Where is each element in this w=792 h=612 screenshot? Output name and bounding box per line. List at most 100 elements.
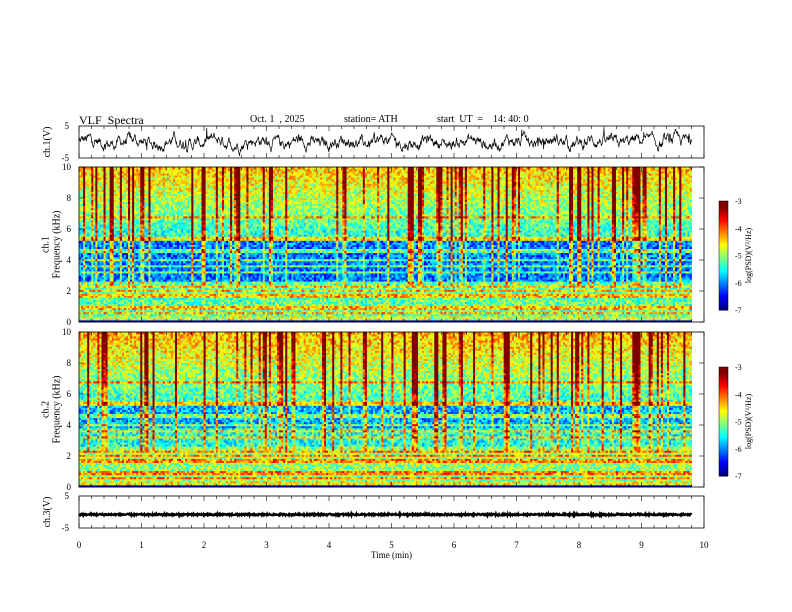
spectrogram-cell bbox=[424, 311, 427, 315]
spectrogram-cell bbox=[158, 315, 162, 319]
spectrogram-cell bbox=[183, 319, 186, 323]
spectrogram-cell bbox=[283, 315, 286, 319]
spectrogram-cell bbox=[91, 319, 94, 323]
spectrogram-cell bbox=[599, 317, 603, 321]
spectrogram-cell bbox=[407, 315, 411, 319]
spectrogram-cell bbox=[517, 315, 521, 319]
spectrogram-cell bbox=[236, 313, 239, 317]
spectrogram-cell bbox=[121, 319, 125, 323]
spectrogram-cell bbox=[507, 313, 511, 317]
spectrogram-cell bbox=[466, 313, 470, 317]
spectrogram-cell bbox=[89, 313, 92, 317]
spectrogram-cell bbox=[387, 313, 390, 317]
spectrogram-cell bbox=[460, 319, 464, 323]
spectrogram-cell bbox=[117, 311, 121, 315]
spectrogram-cell bbox=[466, 315, 470, 319]
spectrogram-cell bbox=[393, 317, 396, 321]
spectrogram-cell bbox=[419, 313, 423, 317]
spectrogram-cell bbox=[295, 313, 298, 317]
spectrogram-cell bbox=[458, 319, 462, 323]
spectrogram-cell bbox=[350, 317, 353, 321]
spectrogram-cell bbox=[95, 313, 98, 317]
spectrogram-cell bbox=[646, 311, 650, 315]
spectrogram-cell bbox=[189, 319, 192, 323]
spectrogram-cell bbox=[185, 319, 188, 323]
spectrogram-cell bbox=[409, 315, 413, 319]
spectrogram-cell bbox=[475, 319, 478, 323]
spectrogram-cell bbox=[111, 313, 115, 317]
spectrogram-cell bbox=[456, 319, 460, 323]
spectrogram-cell bbox=[377, 313, 380, 317]
spectrogram-cell bbox=[307, 313, 311, 317]
spectrogram-cell bbox=[660, 313, 664, 317]
spectrogram-cell bbox=[450, 319, 454, 323]
spectrogram-cell bbox=[232, 317, 235, 321]
spectrogram-cell bbox=[393, 313, 396, 317]
spectrogram-cell bbox=[313, 319, 317, 323]
spectrogram-cell bbox=[115, 311, 119, 315]
spectrogram-cell bbox=[201, 313, 204, 317]
spectrogram-cell bbox=[293, 311, 296, 315]
spectrogram-cell bbox=[468, 317, 472, 321]
spectrogram-cell bbox=[142, 311, 145, 315]
spectrogram-cell bbox=[111, 317, 115, 321]
spectrogram-cell bbox=[609, 317, 613, 321]
spectrogram-cell bbox=[442, 319, 445, 323]
spectrogram-cell bbox=[260, 317, 264, 321]
spectrogram-cell bbox=[679, 313, 682, 317]
spectrogram-cell bbox=[471, 319, 474, 323]
spectrogram-cell bbox=[275, 317, 278, 321]
spectrogram-cell bbox=[609, 319, 613, 323]
spectrogram-cell bbox=[542, 311, 545, 315]
spectrogram-cell bbox=[656, 315, 660, 319]
spectrogram-cell bbox=[289, 317, 292, 321]
spectrogram-cell bbox=[99, 317, 102, 321]
spectrogram-cell bbox=[103, 317, 106, 321]
spectrogram-cell bbox=[215, 315, 219, 319]
spectrogram-cell bbox=[513, 311, 517, 315]
spectrogram-cell bbox=[434, 313, 437, 317]
spectrogram-cell bbox=[283, 319, 286, 323]
spectrogram-cell bbox=[683, 317, 686, 321]
spectrogram-cell bbox=[520, 315, 523, 319]
spectrogram-cell bbox=[174, 317, 178, 321]
spectrogram-cell bbox=[438, 319, 441, 323]
spectrogram-cell bbox=[481, 315, 484, 319]
spectrogram-cell bbox=[226, 319, 229, 323]
spectrogram-cell bbox=[170, 313, 174, 317]
spectrogram-cell bbox=[232, 311, 235, 315]
spectrogram-cell bbox=[483, 319, 486, 323]
spectrogram-cell bbox=[583, 319, 586, 323]
spectrogram-cell bbox=[642, 311, 645, 315]
spectrogram-cell bbox=[156, 317, 160, 321]
spectrogram-cell bbox=[434, 319, 437, 323]
spectrogram-cell bbox=[460, 315, 464, 319]
spectrogram-cell bbox=[283, 311, 286, 315]
spectrogram-cell bbox=[662, 317, 666, 321]
spectrogram-cell bbox=[254, 311, 258, 315]
spectrogram-cell bbox=[493, 317, 496, 321]
spectrogram-cell bbox=[622, 317, 625, 321]
spectrogram-cell bbox=[438, 317, 441, 321]
spectrogram-cell bbox=[81, 315, 84, 319]
spectrogram-cell bbox=[426, 311, 429, 315]
spectrogram-cell bbox=[517, 317, 521, 321]
spectrogram-cell bbox=[624, 311, 627, 315]
spectrogram-cell bbox=[366, 315, 370, 319]
spectrogram-cell bbox=[499, 315, 503, 319]
waveform-trace bbox=[78, 127, 692, 156]
spectrogram-cell bbox=[209, 319, 213, 323]
spectrogram-cell bbox=[530, 319, 533, 323]
spectrogram-cell bbox=[166, 311, 170, 315]
spectrogram-cell bbox=[368, 319, 372, 323]
spectrogram-cell bbox=[667, 315, 670, 319]
spectrogram-cell bbox=[366, 311, 370, 315]
spectrogram-cell bbox=[456, 317, 460, 321]
spectrogram-cell bbox=[681, 313, 684, 317]
spectrogram-cell bbox=[662, 319, 666, 323]
spectrogram-cell bbox=[123, 311, 127, 315]
spectrogram-cell bbox=[344, 311, 347, 315]
spectrogram-cell bbox=[197, 313, 200, 317]
spectrogram-cell bbox=[85, 319, 88, 323]
spectrogram-cell bbox=[448, 313, 451, 317]
